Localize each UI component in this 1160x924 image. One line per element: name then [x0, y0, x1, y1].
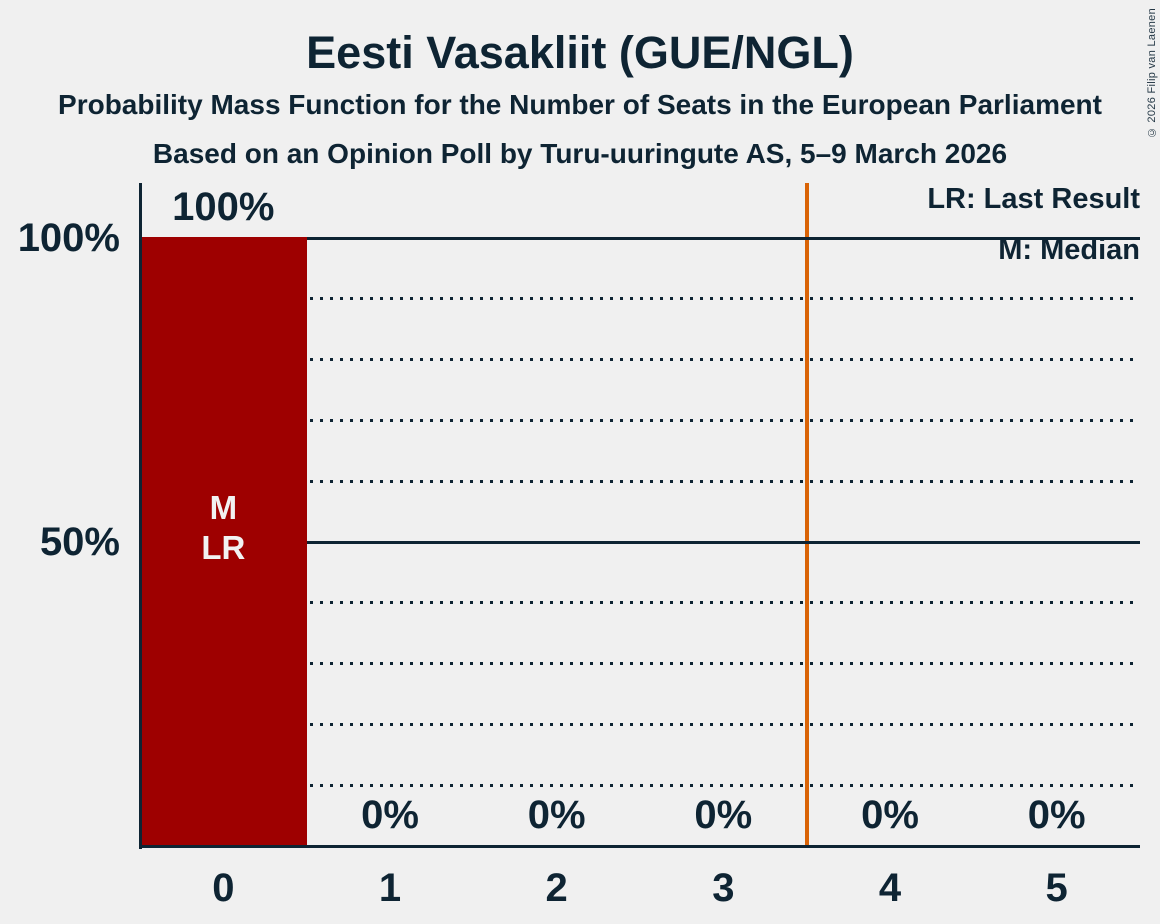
x-tick-label-5: 5	[1045, 866, 1068, 910]
x-tick-label-4: 4	[878, 866, 902, 910]
chart-legend: LR: Last Result M: Median	[927, 174, 1140, 276]
page-title: Eesti Vasakliit (GUE/NGL)	[306, 27, 854, 78]
gridline-dotted-60pct	[140, 479, 1140, 483]
value-label-2: 0%	[527, 793, 586, 837]
copyright-notice: © 2026 Filip van Laenen	[1146, 8, 1158, 139]
value-label-4: 0%	[861, 793, 919, 837]
gridline-dotted-20pct	[140, 722, 1140, 726]
legend-last-result: LR: Last Result	[927, 183, 1140, 215]
x-tick-label-2: 2	[545, 866, 568, 910]
gridline-dotted-80pct	[140, 358, 1140, 362]
bar-annotation-line: M	[209, 489, 238, 526]
value-label-5: 0%	[1027, 793, 1086, 837]
value-label-3: 0%	[694, 793, 753, 837]
value-label-0: 100%	[172, 185, 275, 229]
y-tick-label-50: 50%	[39, 520, 120, 564]
value-label-1: 0%	[361, 793, 419, 837]
legend-median: M: Median	[998, 234, 1140, 266]
threshold-line	[804, 183, 809, 846]
gridline-dotted-90pct	[140, 297, 1140, 301]
gridline-dotted-70pct	[140, 418, 1140, 422]
y-tick-label-100: 100%	[17, 216, 120, 260]
chart-subtitle-1: Probability Mass Function for the Number…	[58, 89, 1102, 120]
x-axis-line	[139, 845, 1140, 848]
gridline-dotted-30pct	[140, 662, 1140, 666]
y-axis-line	[139, 183, 142, 849]
bar-annotation-line: LR	[201, 529, 246, 566]
gridline-dotted-40pct	[140, 601, 1140, 605]
x-tick-label-3: 3	[712, 866, 735, 910]
gridline-solid-100pct	[140, 236, 1140, 240]
x-tick-label-0: 0	[212, 866, 235, 910]
gridline-solid-50pct	[140, 540, 1140, 544]
gridline-dotted-10pct	[140, 783, 1140, 787]
chart-subtitle-2: Based on an Opinion Poll by Turu-uuringu…	[152, 138, 1008, 169]
x-tick-label-1: 1	[378, 866, 402, 910]
bar-annotation-0: M LR	[140, 488, 307, 568]
bar-0	[142, 237, 307, 846]
